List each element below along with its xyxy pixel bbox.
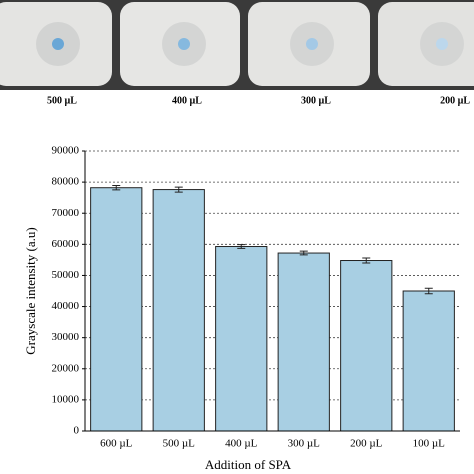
y-tick-label: 20000	[52, 362, 80, 374]
spot	[436, 38, 448, 50]
bar	[90, 187, 143, 432]
error-bar	[362, 257, 371, 264]
error-bar	[112, 185, 121, 191]
error-bar	[424, 287, 433, 295]
bar	[215, 246, 268, 432]
y-tick-label: 70000	[52, 207, 80, 219]
bar	[277, 252, 330, 432]
spot	[178, 38, 190, 50]
x-axis-label: Addition of SPA	[205, 457, 292, 472]
y-axis-label: Grayscale intensity (a.u)	[23, 227, 38, 354]
bar	[340, 260, 393, 432]
y-tick-label: 50000	[52, 269, 80, 281]
x-tick-label: 500 µL	[163, 438, 196, 450]
x-tick-label: 200 µL	[350, 438, 383, 450]
error-bar	[237, 244, 246, 249]
error-bar	[174, 186, 183, 193]
y-tick-label: 0	[74, 425, 80, 437]
spot	[306, 38, 318, 50]
y-tick-label: 30000	[52, 331, 80, 343]
photo-label: 400 µL	[172, 95, 202, 106]
bar	[152, 189, 205, 432]
photo: 500 µL 400 µL 300 µL 200 µL	[0, 0, 474, 106]
error-bar	[299, 250, 308, 256]
x-tick-label: 400 µL	[225, 438, 258, 450]
y-tick-label: 60000	[52, 238, 80, 250]
spot	[52, 38, 64, 50]
y-tick-label: 40000	[52, 300, 80, 312]
photo-label: 300 µL	[301, 95, 331, 106]
photo-label: 200 µL	[440, 95, 470, 106]
x-tick-label: 100 µL	[413, 438, 446, 450]
y-tick-label: 80000	[52, 176, 80, 188]
y-tick-label: 90000	[52, 145, 80, 157]
y-tick-label: 10000	[52, 393, 80, 405]
x-tick-label: 300 µL	[288, 438, 321, 450]
x-tick-label: 600 µL	[100, 438, 133, 450]
bar	[402, 290, 455, 432]
photo-label: 500 µL	[47, 95, 77, 106]
